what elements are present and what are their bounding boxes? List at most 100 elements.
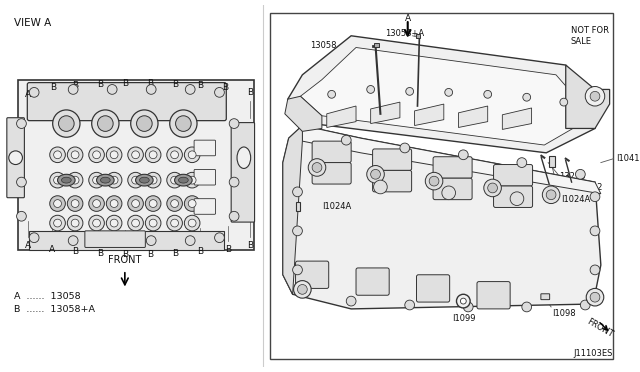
Text: B: B	[147, 79, 153, 88]
Circle shape	[17, 119, 26, 128]
Circle shape	[17, 177, 26, 187]
Circle shape	[292, 187, 302, 197]
Circle shape	[184, 147, 200, 163]
Circle shape	[110, 151, 118, 159]
Text: B: B	[147, 250, 153, 259]
Circle shape	[71, 219, 79, 227]
Text: FRONT: FRONT	[108, 255, 141, 265]
Circle shape	[460, 298, 467, 304]
Circle shape	[93, 219, 100, 227]
Circle shape	[68, 236, 78, 246]
Text: B: B	[72, 247, 78, 256]
Polygon shape	[566, 65, 610, 128]
Circle shape	[67, 147, 83, 163]
Ellipse shape	[61, 177, 71, 183]
Circle shape	[89, 172, 104, 188]
Circle shape	[67, 196, 83, 211]
Circle shape	[68, 84, 78, 94]
Circle shape	[149, 200, 157, 208]
Text: 13213: 13213	[559, 172, 586, 181]
Circle shape	[586, 288, 604, 306]
Circle shape	[149, 176, 157, 184]
Circle shape	[590, 265, 600, 275]
Circle shape	[106, 147, 122, 163]
Circle shape	[229, 211, 239, 221]
Polygon shape	[283, 125, 601, 309]
Circle shape	[167, 147, 182, 163]
Circle shape	[367, 166, 384, 183]
Circle shape	[371, 169, 380, 179]
Ellipse shape	[140, 177, 149, 183]
Text: A: A	[25, 90, 31, 99]
Circle shape	[89, 147, 104, 163]
Circle shape	[132, 151, 140, 159]
Circle shape	[67, 215, 83, 231]
Text: VIEW A: VIEW A	[13, 18, 51, 28]
Circle shape	[110, 176, 118, 184]
Circle shape	[188, 151, 196, 159]
FancyBboxPatch shape	[296, 202, 300, 211]
Text: FRONT: FRONT	[585, 317, 614, 339]
Circle shape	[463, 302, 473, 312]
Circle shape	[188, 200, 196, 208]
Text: B: B	[246, 241, 253, 250]
Circle shape	[93, 200, 100, 208]
Circle shape	[294, 280, 311, 298]
Circle shape	[458, 150, 468, 160]
Circle shape	[542, 186, 560, 203]
Circle shape	[510, 192, 524, 205]
Circle shape	[128, 147, 143, 163]
FancyBboxPatch shape	[372, 170, 412, 192]
Circle shape	[188, 219, 196, 227]
Circle shape	[184, 196, 200, 211]
Circle shape	[523, 93, 531, 101]
Circle shape	[585, 87, 605, 106]
Circle shape	[89, 215, 104, 231]
Ellipse shape	[58, 174, 75, 186]
Text: 13212: 13212	[577, 183, 603, 192]
Text: I1024A: I1024A	[561, 195, 590, 204]
Text: B: B	[196, 81, 203, 90]
Text: B: B	[221, 83, 228, 92]
Polygon shape	[285, 96, 322, 131]
Ellipse shape	[179, 177, 188, 183]
Circle shape	[50, 196, 65, 211]
Circle shape	[29, 87, 39, 97]
Circle shape	[229, 177, 239, 187]
Circle shape	[52, 110, 80, 137]
Circle shape	[131, 110, 158, 137]
Text: B: B	[196, 247, 203, 256]
Circle shape	[590, 92, 600, 101]
Bar	[270, 13, 612, 359]
FancyBboxPatch shape	[549, 156, 555, 167]
Text: NOT FOR
SALE: NOT FOR SALE	[571, 26, 609, 46]
FancyBboxPatch shape	[477, 282, 510, 309]
Circle shape	[445, 89, 452, 96]
Circle shape	[93, 151, 100, 159]
Circle shape	[106, 172, 122, 188]
Circle shape	[425, 172, 443, 190]
Circle shape	[97, 116, 113, 131]
Text: B: B	[50, 83, 56, 92]
Circle shape	[167, 215, 182, 231]
Circle shape	[488, 183, 497, 193]
Circle shape	[54, 200, 61, 208]
Circle shape	[171, 151, 179, 159]
Polygon shape	[302, 125, 601, 194]
Circle shape	[292, 265, 302, 275]
Circle shape	[214, 233, 225, 243]
Circle shape	[54, 151, 61, 159]
Circle shape	[93, 176, 100, 184]
Circle shape	[580, 300, 590, 310]
Circle shape	[429, 176, 439, 186]
Circle shape	[292, 226, 302, 236]
Circle shape	[546, 190, 556, 200]
Circle shape	[575, 169, 585, 179]
Ellipse shape	[97, 174, 114, 186]
FancyBboxPatch shape	[417, 275, 450, 302]
Circle shape	[175, 116, 191, 131]
Polygon shape	[327, 106, 356, 128]
Circle shape	[132, 219, 140, 227]
Text: B: B	[246, 88, 253, 97]
Circle shape	[167, 196, 182, 211]
